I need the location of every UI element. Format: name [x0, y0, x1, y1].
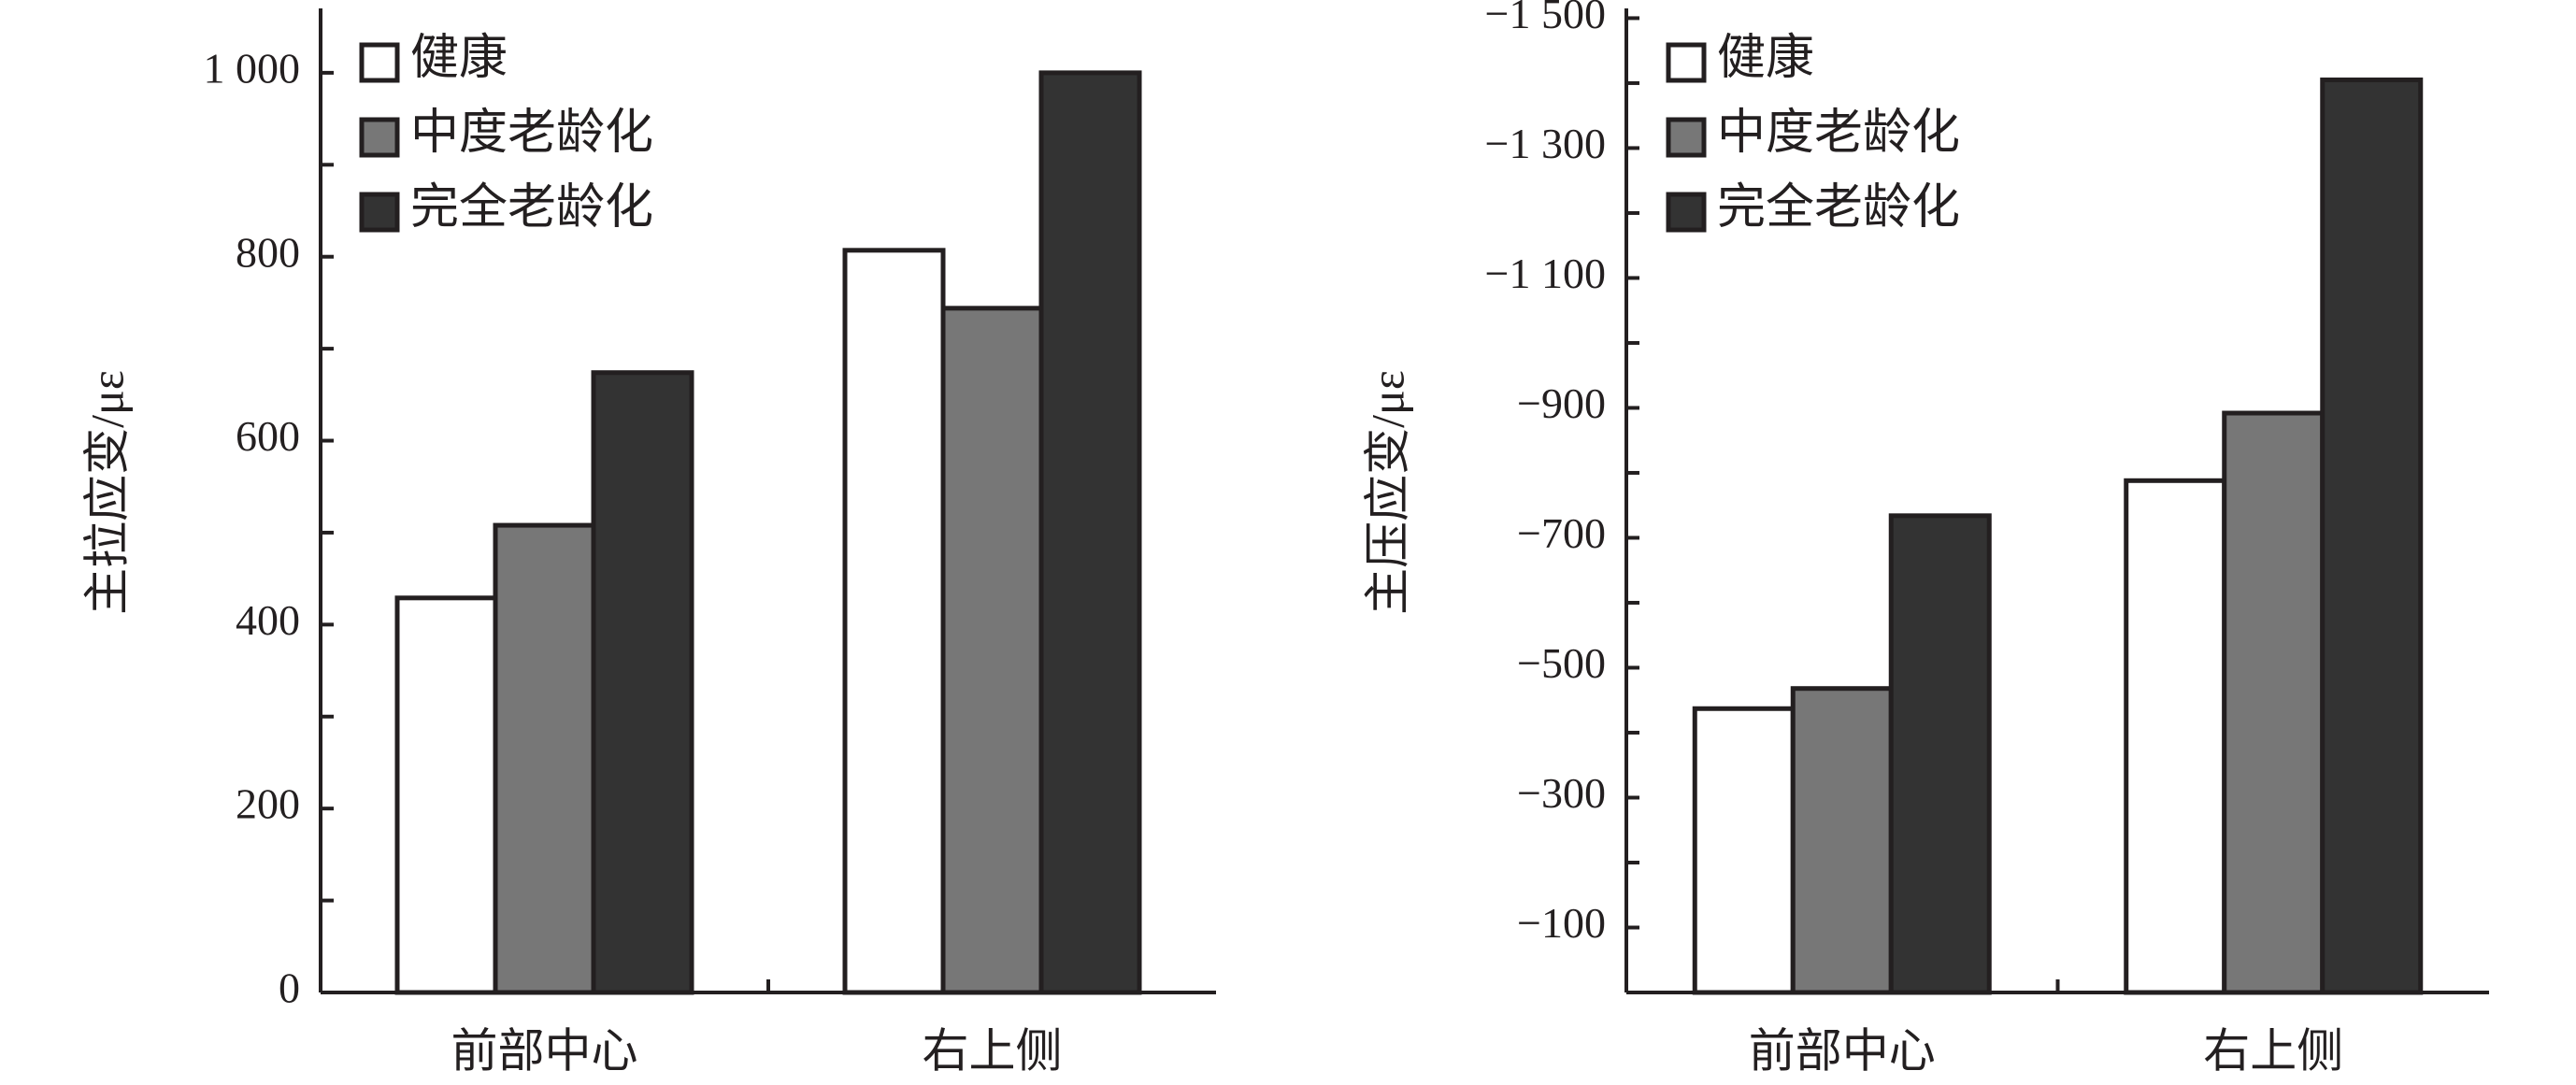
- y-tick-label: 400: [236, 596, 300, 644]
- bar: [1692, 706, 1796, 995]
- legend-swatch: [1666, 117, 1707, 158]
- bar: [493, 522, 596, 995]
- y-tick-label: −900: [1517, 379, 1606, 427]
- y-tick-label: −500: [1517, 639, 1606, 687]
- legend-label: 健康: [410, 32, 508, 85]
- legend-label: 中度老龄化: [410, 107, 653, 160]
- bar: [2124, 478, 2227, 995]
- bar: [394, 595, 498, 995]
- legend-swatch: [359, 117, 400, 158]
- y-tick-label: −1 100: [1485, 250, 1606, 297]
- bar: [1790, 686, 1894, 995]
- y-tick-label: −100: [1517, 899, 1606, 947]
- bar: [591, 370, 694, 995]
- y-tick-label: 0: [279, 964, 300, 1012]
- bar: [1888, 513, 1992, 995]
- y-tick-label: 600: [236, 412, 300, 460]
- legend-label: 完全老龄化: [1717, 181, 1960, 235]
- bar: [2222, 410, 2326, 995]
- y-tick-label: 200: [236, 780, 300, 828]
- legend-label: 健康: [1717, 32, 1814, 85]
- bar: [1038, 70, 1142, 995]
- bar: [940, 306, 1044, 995]
- legend-swatch: [1666, 42, 1707, 83]
- bar: [842, 248, 946, 995]
- legend-swatch: [1666, 192, 1707, 233]
- y-tick-label: −700: [1517, 509, 1606, 557]
- x-tick-label: 前部中心: [1749, 1024, 1936, 1077]
- y-axis-label: 主拉应变/με: [80, 370, 133, 615]
- legend-label: 完全老龄化: [410, 181, 653, 235]
- x-tick-label: 前部中心: [451, 1024, 638, 1077]
- y-axis-label: 主压应变/με: [1361, 370, 1413, 615]
- y-tick-label: −1 300: [1485, 120, 1606, 167]
- y-tick-label: −300: [1517, 769, 1606, 817]
- x-tick-label: 右上侧: [2203, 1024, 2343, 1077]
- bar: [2320, 77, 2424, 995]
- y-tick-label: −1 500: [1485, 0, 1606, 37]
- y-tick-label: 1 000: [204, 44, 301, 92]
- legend-swatch: [359, 192, 400, 233]
- x-tick-label: 右上侧: [923, 1024, 1063, 1077]
- y-tick-label: 800: [236, 228, 300, 276]
- legend-swatch: [359, 42, 400, 83]
- legend-label: 中度老龄化: [1717, 107, 1960, 160]
